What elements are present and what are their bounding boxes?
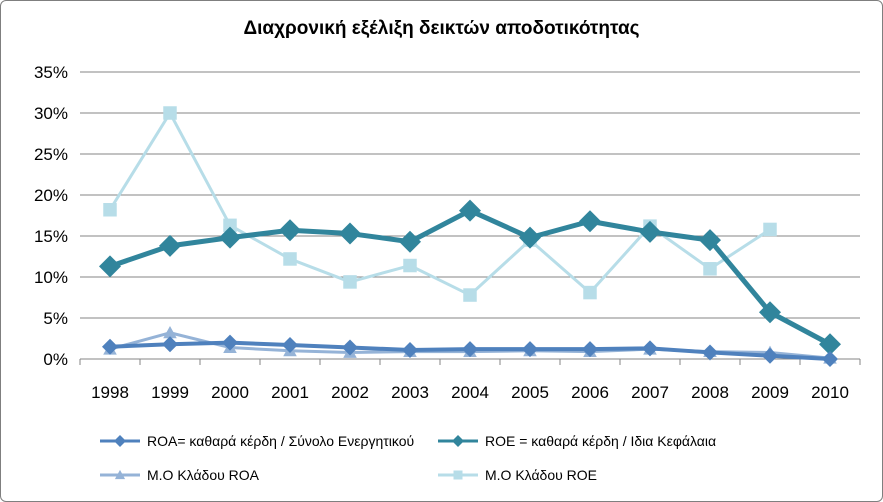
y-tick-label: 30% [34, 104, 68, 123]
data-point [114, 469, 126, 480]
data-point [403, 258, 417, 273]
x-tick-label: 1999 [151, 383, 189, 402]
data-point [219, 226, 241, 249]
data-point [819, 333, 841, 356]
data-point [459, 199, 481, 222]
series-3 [103, 106, 777, 302]
data-point [343, 275, 357, 289]
data-point [579, 210, 601, 233]
x-tick-label: 2008 [691, 383, 729, 402]
data-point [222, 334, 238, 351]
x-tick-label: 1998 [91, 383, 129, 402]
data-point [642, 340, 658, 357]
x-tick-label: 2000 [211, 383, 249, 402]
x-tick-label: 2010 [811, 383, 849, 402]
data-point [99, 255, 121, 278]
data-point [282, 337, 298, 354]
data-point [519, 226, 541, 249]
data-point [582, 341, 598, 358]
x-tick-label: 2006 [571, 383, 609, 402]
data-point [703, 262, 717, 276]
legend-label: Μ.Ο Κλάδου ROE [485, 467, 597, 483]
y-tick-label: 35% [34, 63, 68, 82]
series-line [108, 111, 771, 297]
data-point [822, 351, 838, 367]
x-tick-label: 2009 [751, 383, 789, 402]
y-tick-label: 20% [34, 186, 68, 205]
data-point [163, 106, 177, 120]
data-point [159, 234, 181, 257]
y-tick-label: 5% [43, 309, 68, 328]
data-point [114, 435, 126, 447]
data-point [583, 285, 597, 300]
chart-title: Διαχρονική εξέλιξη δεικτών αποδοτικότητα… [243, 18, 640, 39]
legend-label: Μ.Ο Κλάδου ROA [147, 467, 260, 483]
series-lines [99, 106, 841, 367]
legend-item: ROA= καθαρά κέρδη / Σύνολο Ενεργητικού [100, 433, 414, 449]
x-tick-label: 2005 [511, 383, 549, 402]
data-point [339, 222, 361, 245]
data-point [763, 222, 777, 237]
x-tick-label: 2001 [271, 383, 309, 402]
data-point [279, 219, 301, 242]
data-point [453, 470, 463, 480]
x-tick-label: 2003 [391, 383, 429, 402]
legend-label: ROE = καθαρά κέρδη / Ιδια Κεφάλαια [485, 433, 716, 449]
data-point [759, 301, 781, 324]
y-tick-label: 10% [34, 268, 68, 287]
data-point [762, 347, 778, 364]
data-point [462, 341, 478, 358]
data-point [102, 338, 118, 355]
x-tick-label: 2007 [631, 383, 669, 402]
x-tick-label: 2002 [331, 383, 369, 402]
legend-item: Μ.Ο Κλάδου ROA [100, 467, 260, 483]
data-point [223, 218, 237, 233]
legend-item: Μ.Ο Κλάδου ROE [438, 467, 597, 483]
data-point [103, 203, 117, 217]
legend-item: ROE = καθαρά κέρδη / Ιδια Κεφάλαια [438, 433, 716, 449]
data-point [639, 220, 661, 243]
legend-label: ROA= καθαρά κέρδη / Σύνολο Ενεργητικού [147, 433, 414, 449]
data-point [399, 230, 421, 253]
data-point [702, 344, 718, 361]
y-tick-label: 25% [34, 145, 68, 164]
data-point [452, 435, 464, 447]
legend: ROA= καθαρά κέρδη / Σύνολο Ενεργητικού RO… [100, 433, 716, 483]
series-1 [99, 199, 841, 356]
data-point [402, 341, 418, 358]
data-point [342, 339, 358, 356]
data-point [163, 325, 177, 339]
data-point [522, 341, 538, 358]
y-tick-label: 15% [34, 227, 68, 246]
axes: 0% 5% 10% 15% 20% 25% 30% 35% 1998 1999 2000 2001 20… [34, 63, 861, 402]
data-point [699, 229, 721, 252]
data-point [463, 288, 477, 302]
gridlines [80, 71, 860, 319]
series-0 [102, 334, 838, 367]
data-point [283, 252, 297, 266]
y-tick-label: 0% [43, 350, 68, 369]
x-tick-label: 2004 [451, 383, 489, 402]
data-point [162, 336, 178, 353]
